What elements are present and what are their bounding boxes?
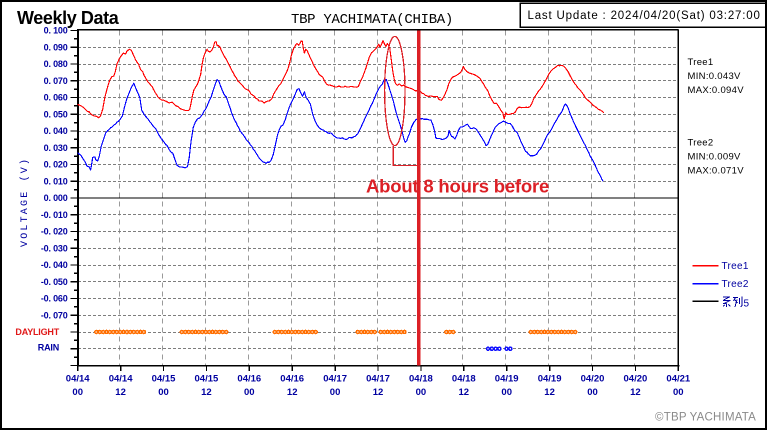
svg-text:04/16: 04/16	[237, 374, 261, 385]
svg-text:0. 010: 0. 010	[44, 176, 68, 186]
svg-text:04/19: 04/19	[495, 374, 519, 385]
svg-text:0. 050: 0. 050	[44, 110, 68, 120]
svg-text:04/15: 04/15	[195, 374, 219, 385]
svg-text:Tree2: Tree2	[722, 279, 749, 290]
svg-text:0. 080: 0. 080	[44, 59, 68, 69]
svg-text:MIN:0.009V: MIN:0.009V	[688, 152, 742, 163]
svg-text:TBP YACHIMATA(CHIBA): TBP YACHIMATA(CHIBA)	[291, 12, 453, 28]
svg-text:0. 100: 0. 100	[44, 26, 68, 36]
svg-text:04/20: 04/20	[581, 374, 605, 385]
svg-text:MAX:0.094V: MAX:0.094V	[688, 85, 745, 96]
svg-text:DAYLIGHT: DAYLIGHT	[15, 327, 59, 337]
svg-text:00: 00	[673, 387, 684, 398]
svg-text:04/17: 04/17	[366, 374, 390, 385]
svg-text:12: 12	[201, 387, 212, 398]
svg-text:04/18: 04/18	[452, 374, 476, 385]
svg-text:04/14: 04/14	[109, 374, 133, 385]
svg-text:12: 12	[459, 387, 470, 398]
svg-text:-0. 050: -0. 050	[41, 277, 68, 287]
svg-text:12: 12	[373, 387, 384, 398]
svg-text:RAIN: RAIN	[38, 343, 59, 353]
svg-text:04/14: 04/14	[66, 374, 90, 385]
svg-text:-0. 030: -0. 030	[41, 243, 68, 253]
svg-text:0. 000: 0. 000	[44, 193, 68, 203]
svg-text:0. 020: 0. 020	[44, 160, 68, 170]
svg-text:04/17: 04/17	[323, 374, 347, 385]
svg-text:12: 12	[287, 387, 298, 398]
svg-text:-0. 020: -0. 020	[41, 227, 68, 237]
svg-text:0. 040: 0. 040	[44, 126, 68, 136]
svg-text:12: 12	[544, 387, 555, 398]
svg-text:00: 00	[330, 387, 341, 398]
svg-text:-0. 060: -0. 060	[41, 294, 68, 304]
svg-text:12: 12	[115, 387, 126, 398]
svg-text:04/18: 04/18	[409, 374, 433, 385]
svg-text:04/21: 04/21	[666, 374, 690, 385]
svg-text:12: 12	[630, 387, 641, 398]
svg-text:00: 00	[158, 387, 169, 398]
svg-text:Tree2: Tree2	[688, 138, 714, 149]
svg-text:0. 090: 0. 090	[44, 43, 68, 53]
svg-text:04/15: 04/15	[152, 374, 176, 385]
svg-text:Tree1: Tree1	[688, 57, 714, 68]
svg-text:00: 00	[416, 387, 427, 398]
svg-text:-0. 040: -0. 040	[41, 260, 68, 270]
svg-text:-0. 010: -0. 010	[41, 210, 68, 220]
svg-text:00: 00	[72, 387, 83, 398]
svg-text:0. 070: 0. 070	[44, 76, 68, 86]
svg-text:04/16: 04/16	[280, 374, 304, 385]
svg-text:00: 00	[244, 387, 255, 398]
svg-text:5: 5	[744, 299, 750, 310]
svg-text:©TBP YACHIMATA: ©TBP YACHIMATA	[655, 412, 756, 424]
svg-text:00: 00	[501, 387, 512, 398]
svg-text:04/20: 04/20	[624, 374, 648, 385]
svg-text:00: 00	[587, 387, 598, 398]
svg-text:Weekly Data: Weekly Data	[17, 8, 120, 28]
svg-text:-0. 070: -0. 070	[41, 310, 68, 320]
svg-text:MAX:0.071V: MAX:0.071V	[688, 166, 745, 177]
svg-text:Tree1: Tree1	[722, 261, 749, 272]
svg-text:VOLTAGE (V): VOLTAGE (V)	[19, 157, 31, 247]
svg-text:04/19: 04/19	[538, 374, 562, 385]
svg-text:Last Update : 2024/04/20(Sat): Last Update : 2024/04/20(Sat) 03:27:00	[528, 10, 761, 22]
svg-text:0. 060: 0. 060	[44, 93, 68, 103]
svg-text:About 8 hours before: About 8 hours before	[366, 176, 549, 197]
svg-text:MIN:0.043V: MIN:0.043V	[688, 71, 742, 82]
svg-text:0. 030: 0. 030	[44, 143, 68, 153]
